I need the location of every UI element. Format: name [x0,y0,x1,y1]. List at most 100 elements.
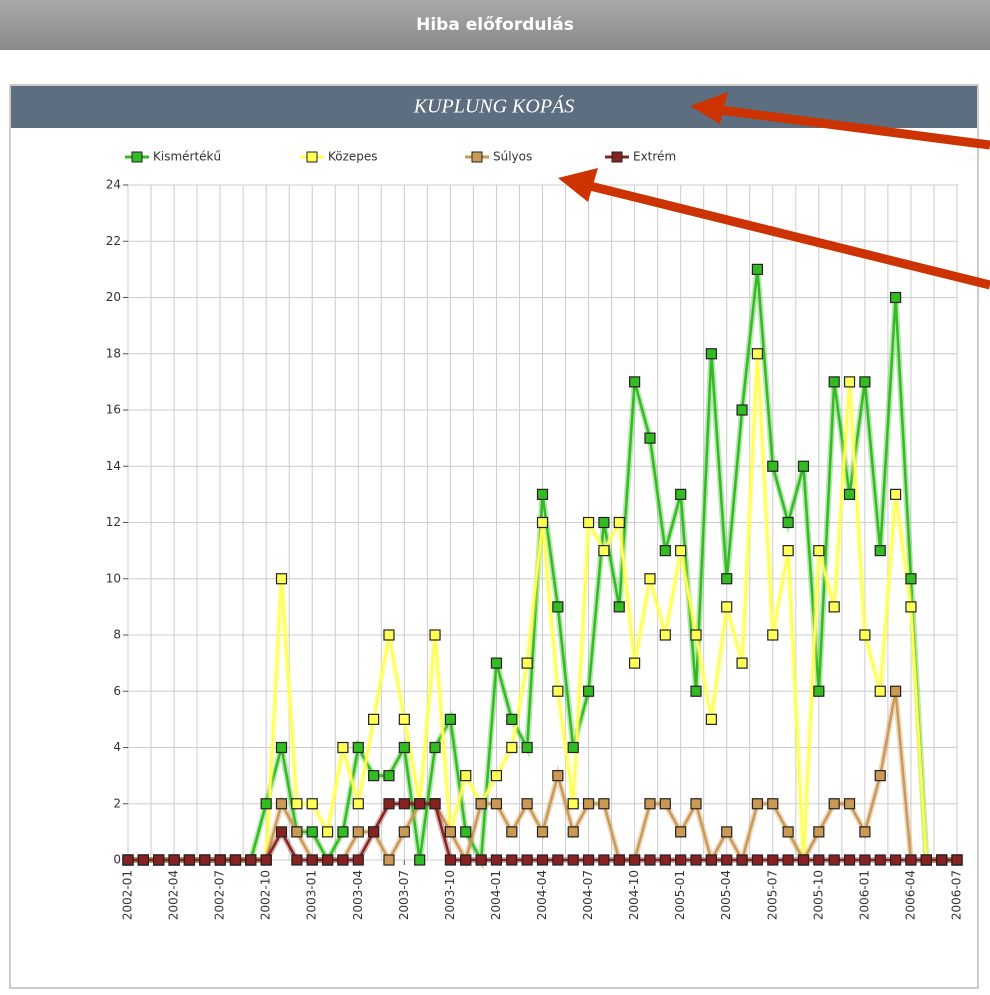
x-tick-label: 2004-07 [581,870,595,920]
legend-marker [131,151,143,163]
chart-title: KUPLUNG KOPÁS [413,95,575,118]
point [889,291,902,304]
x-tick-label: 2004-01 [489,870,503,920]
point [751,854,764,866]
point [490,798,503,810]
x-tick-label: 2006-04 [903,870,917,920]
point [675,545,687,557]
point [782,854,794,866]
point [751,348,764,360]
y-tick-label: 10 [106,571,121,585]
point [506,713,518,725]
point [690,629,702,641]
y-tick-label: 24 [106,178,121,192]
y-tick-label: 6 [113,684,121,698]
point [337,741,349,754]
point [490,854,503,866]
point [828,798,840,810]
point [321,854,334,866]
y-tick-label: 18 [106,346,121,360]
point [920,854,932,866]
point [245,854,257,866]
point [460,854,472,866]
point [797,854,810,866]
point [536,854,549,866]
point [675,488,687,500]
point [398,798,410,810]
point [675,854,687,866]
y-tick-label: 20 [106,290,121,304]
point [859,854,871,866]
point [414,854,426,866]
point [813,854,825,866]
point [275,826,288,838]
point [383,629,395,641]
legend-label: Súlyos [493,150,532,164]
x-tick-label: 2002-10 [259,870,273,920]
point [813,826,825,838]
point [582,798,595,810]
point [659,629,671,641]
arrows [558,92,990,290]
point [260,798,272,810]
point [705,713,717,725]
point [183,854,196,866]
point [368,826,380,838]
point [275,573,288,585]
point [598,545,610,557]
point [444,826,456,838]
point [552,685,564,697]
point [398,713,410,725]
point [736,854,748,866]
point [521,741,533,754]
point [828,601,840,613]
x-tick-label: 2003-04 [351,870,365,920]
x-tick-label: 2004-10 [627,870,641,920]
point [383,854,395,866]
point [521,854,533,866]
point [613,601,625,613]
point [429,798,441,810]
point [506,826,518,838]
point [153,854,165,866]
point [582,516,595,529]
y-tick-label: 16 [106,403,121,417]
point [659,854,671,866]
point [582,685,595,697]
point [874,685,886,697]
point [229,854,242,866]
y-tick-label: 22 [106,234,121,248]
point [352,798,364,810]
point [398,826,410,838]
point [644,432,656,444]
legend-label: Közepes [328,150,378,164]
x-tick-label: 2003-07 [397,870,411,920]
point [168,854,180,866]
point [905,601,917,613]
point [337,854,349,866]
point [383,798,395,810]
point [306,798,318,810]
point [552,770,564,782]
x-tick-label: 2002-07 [213,870,227,920]
legend-label: Extrém [633,150,676,164]
point [721,573,733,585]
point [659,545,671,557]
point [260,854,272,866]
point [629,854,641,866]
point [905,854,917,866]
point [644,798,656,810]
point [567,826,579,838]
x-tick-label: 2003-10 [443,870,457,920]
point [721,854,733,866]
point [828,376,840,388]
point [352,854,364,866]
x-tick-label: 2006-01 [857,870,871,920]
legend-marker [471,151,483,163]
point [598,798,610,810]
point [567,798,579,810]
legend-label: Kismértékű [153,150,221,164]
point [352,741,364,754]
point [490,657,503,669]
